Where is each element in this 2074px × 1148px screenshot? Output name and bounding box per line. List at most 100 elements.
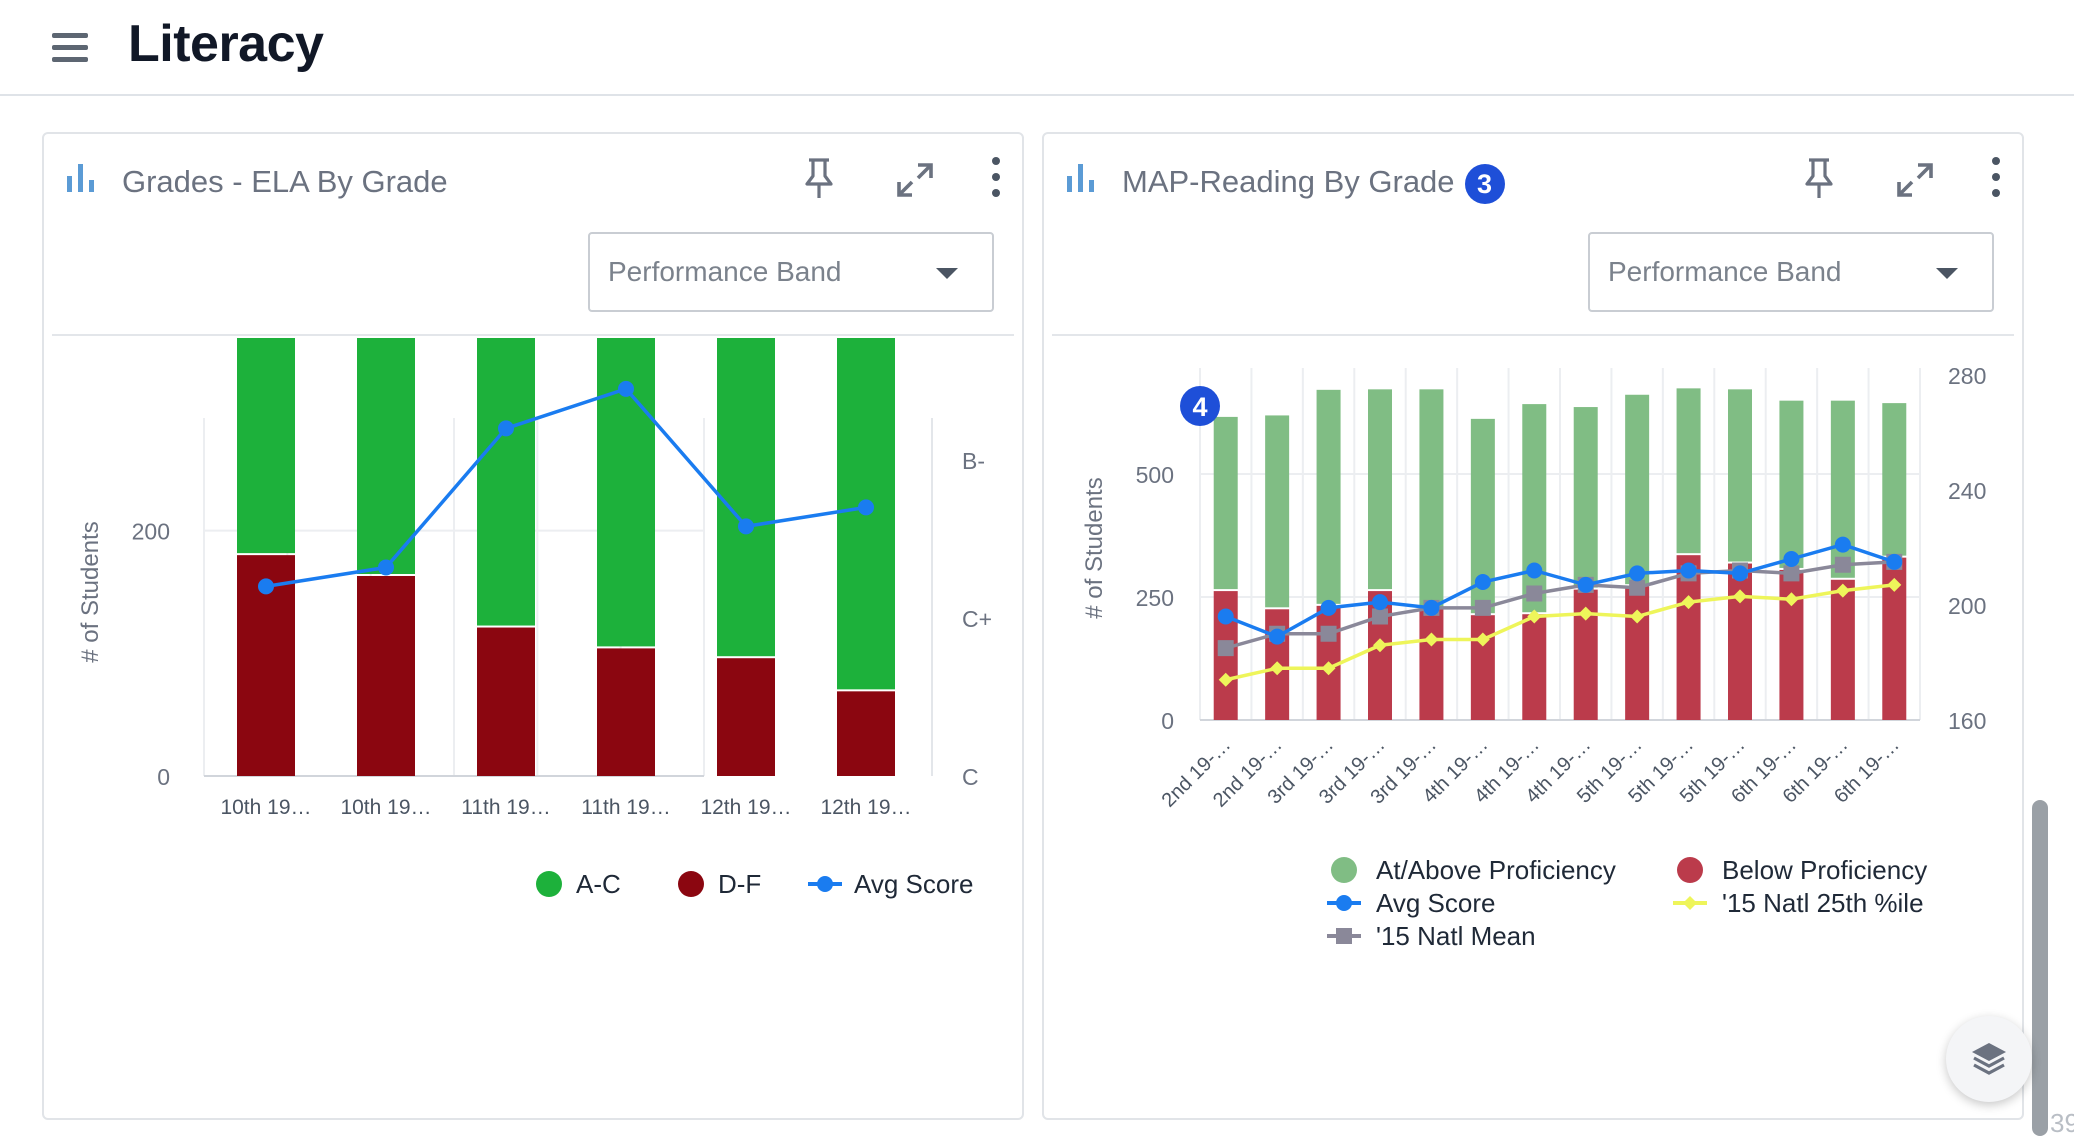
avg-score-point (1474, 574, 1491, 590)
bar-at-above-proficiency (1368, 389, 1392, 590)
x-tick-label: 10th 19… (220, 796, 311, 819)
legend-marker-d-f (678, 871, 704, 897)
bar-d-f (717, 658, 775, 776)
performance-band-dropdown[interactable]: Performance Band (588, 232, 994, 312)
bar-at-above-proficiency (1213, 416, 1238, 590)
expand-icon[interactable] (896, 162, 934, 198)
avg-score-point (1834, 536, 1851, 553)
menu-icon[interactable] (52, 33, 88, 63)
natl-25th-pctile-point (1527, 609, 1542, 624)
y2-tick-label: C+ (962, 606, 992, 632)
natl-mean-point (1526, 585, 1543, 602)
bar-a-c (237, 338, 295, 554)
legend-marker-at-above (1331, 857, 1357, 883)
legend-label-natl-25th: '15 Natl 25th %ile (1722, 888, 1924, 918)
x-tick-label: 12th 19… (820, 796, 911, 819)
natl-25th-pctile-point (1578, 606, 1593, 621)
avg-score-point (1732, 565, 1748, 582)
y-tick-label: 0 (1161, 708, 1174, 734)
bar-at-above-proficiency (1625, 394, 1650, 585)
avg-score-point (1320, 599, 1337, 616)
x-tick-label: 11th 19… (461, 796, 551, 819)
count-badge: 3 (1464, 164, 1505, 204)
chart-badge-label: 4 (1192, 392, 1207, 422)
avg-score-line (1225, 542, 1895, 639)
bar-below-proficiency (1728, 563, 1752, 720)
avg-score-point (738, 518, 754, 535)
more-vert-icon[interactable] (988, 156, 1004, 198)
natl-25th-pctile-point (1681, 595, 1696, 610)
pin-icon[interactable] (1800, 156, 1838, 200)
y-tick-label: 200 (132, 519, 170, 545)
natl-25th-pctile-point (1475, 632, 1490, 647)
performance-band-dropdown[interactable]: Performance Band (1588, 232, 1994, 312)
more-vert-icon[interactable] (1988, 156, 2004, 198)
bar-d-f (357, 576, 415, 776)
bar-at-above-proficiency (1419, 389, 1444, 608)
bar-a-c (477, 338, 535, 626)
page-number: 39 (2050, 1108, 2074, 1138)
legend-marker-natl-mean (1336, 928, 1352, 944)
bar-at-above-proficiency (1522, 404, 1547, 613)
natl-mean-point (1783, 565, 1800, 582)
bar-d-f (597, 648, 655, 776)
grades-ela-card: Grades - ELA By Grade Performance Band 0… (42, 132, 1024, 1120)
legend-label-natl-mean: '15 Natl Mean (1376, 921, 1536, 951)
y-tick-label: 0 (157, 764, 170, 790)
bar-below-proficiency (1625, 586, 1650, 720)
natl-mean-line (1225, 560, 1895, 650)
natl-25th-pctile-point (1630, 609, 1645, 624)
avg-score-point (858, 499, 874, 516)
natl-25th-pctile-point (1321, 661, 1336, 676)
avg-score-point (1526, 562, 1543, 579)
legend-label-at-above: At/Above Proficiency (1376, 855, 1616, 885)
y2-tick-label: 240 (1948, 478, 1986, 504)
map-reading-card: MAP-Reading By Grade 3 Performance Band 0… (1042, 132, 2024, 1120)
bar-below-proficiency (1419, 609, 1444, 720)
legend-marker-avg-score (1336, 895, 1352, 911)
natl-mean-point (1217, 640, 1234, 657)
dropdown-value: Performance Band (1608, 256, 1842, 287)
pin-icon[interactable] (800, 156, 838, 200)
bar-below-proficiency (1830, 579, 1855, 720)
y-tick-label: 250 (1136, 585, 1174, 611)
natl-25th-pctile-point (1733, 589, 1747, 604)
avg-score-point (1423, 599, 1440, 616)
bar-at-above-proficiency (1676, 388, 1701, 554)
bar-below-proficiency (1470, 615, 1495, 720)
bar-at-above-proficiency (1728, 389, 1752, 562)
bar-d-f (837, 691, 895, 776)
bar-at-above-proficiency (1882, 403, 1907, 556)
bar-at-above-proficiency (1573, 407, 1598, 588)
y-axis-label: # of Students (77, 521, 104, 662)
y-tick-label: 500 (1136, 462, 1174, 488)
avg-score-line (265, 386, 867, 589)
scrollbar[interactable] (2032, 800, 2048, 1136)
layers-button[interactable] (1946, 1016, 2032, 1102)
natl-mean-point (1629, 579, 1646, 596)
avg-score-point (1680, 562, 1697, 579)
legend-marker-below (1677, 857, 1703, 883)
divider (52, 334, 1014, 336)
layers-icon (1972, 1043, 2006, 1075)
y2-tick-label: 160 (1948, 708, 1986, 734)
natl-mean-point (1372, 608, 1388, 625)
avg-score-point (1577, 576, 1594, 593)
avg-score-point (378, 559, 394, 576)
bar-a-c (717, 338, 775, 657)
avg-score-point (1269, 628, 1286, 645)
x-tick-label: 12th 19… (700, 796, 791, 819)
avg-score-point (1372, 594, 1388, 611)
legend-marker-natl-25th (1683, 896, 1697, 910)
bar-d-f (477, 627, 535, 776)
bar-below-proficiency (1522, 614, 1547, 720)
natl-25th-pctile-point (1835, 583, 1850, 598)
chevron-down-icon (1936, 268, 1958, 279)
y2-tick-label: B- (962, 448, 985, 474)
expand-icon[interactable] (1896, 162, 1934, 198)
legend-marker-avg-score (817, 876, 833, 892)
natl-25th-pctile-point (1887, 577, 1902, 592)
bar-chart-icon (1067, 164, 1094, 192)
natl-25th-pctile-point (1270, 661, 1285, 676)
